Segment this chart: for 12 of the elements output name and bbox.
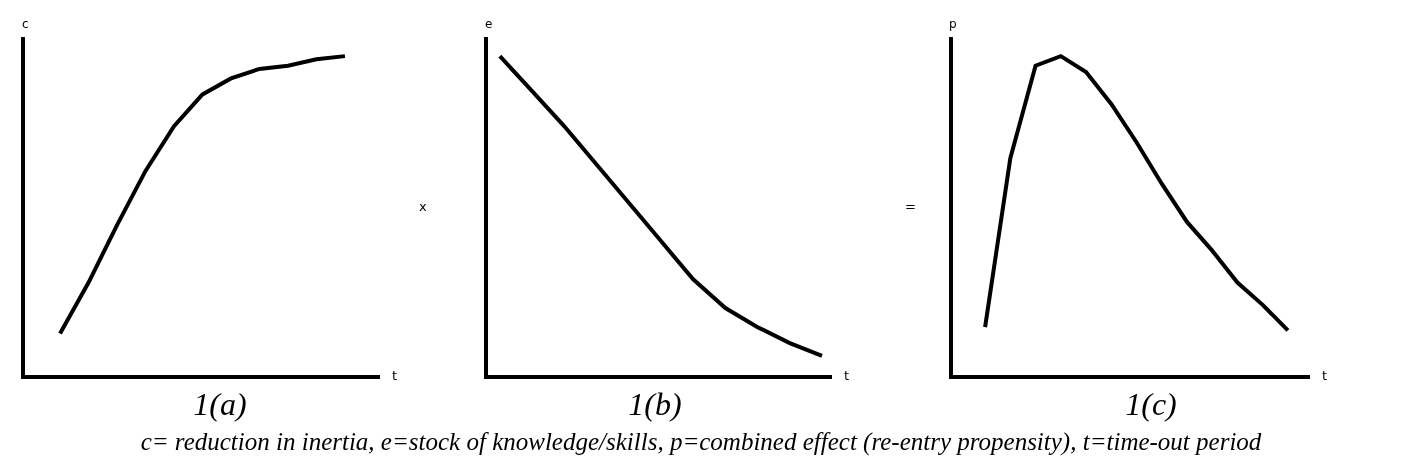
text: = [905, 199, 916, 214]
x-axis-title: t [392, 368, 398, 383]
y-axis-title: p [949, 17, 957, 31]
text: 1(c) [1125, 385, 1177, 422]
y-axis-title: c [22, 17, 29, 31]
text: 1(a) [193, 385, 247, 422]
text: 1(b) [628, 385, 682, 422]
x-axis-title: t [844, 368, 850, 383]
x-axis-title: t [1322, 368, 1328, 383]
text: x [419, 199, 427, 214]
text: c= reduction in inertia, e=stock of knowledge/skills, p=combined effect (re-entry propensity), t=time-out period [139, 428, 1263, 456]
y-axis-title: e [485, 17, 493, 31]
